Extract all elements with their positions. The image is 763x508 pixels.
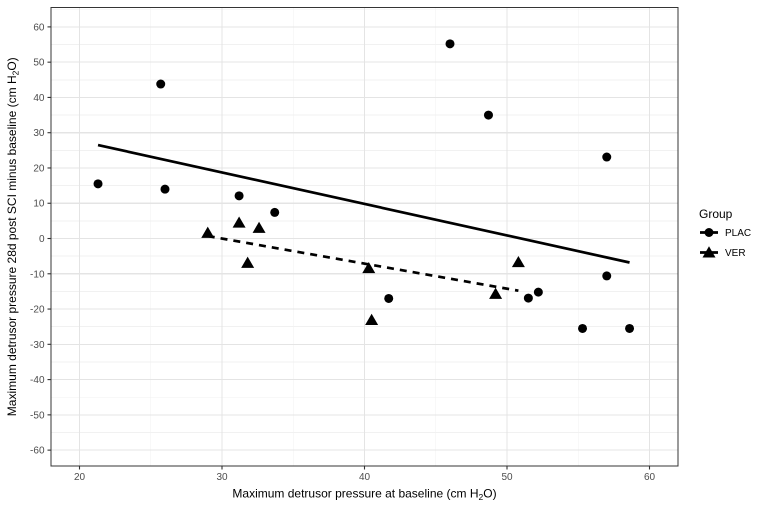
- data-point-plac: [234, 191, 244, 201]
- data-point-ver: [252, 221, 266, 233]
- x-tick-label: 50: [501, 472, 513, 483]
- y-tick-label: 40: [33, 93, 45, 104]
- data-point-plac: [533, 287, 543, 297]
- data-point-ver: [201, 226, 215, 238]
- legend-key-triangle-icon: [702, 246, 716, 258]
- data-point-plac: [160, 184, 170, 194]
- y-tick-label: 10: [33, 199, 45, 210]
- data-point-plac: [156, 79, 166, 89]
- x-tick-label: 20: [74, 472, 86, 483]
- legend: Group PLAC VER: [699, 207, 751, 259]
- data-point-plac: [523, 293, 533, 303]
- y-tick-label: 50: [33, 58, 45, 69]
- data-point-plac: [93, 179, 103, 189]
- data-point-ver: [241, 256, 255, 268]
- y-tick-label: 0: [39, 234, 45, 245]
- y-tick-label: 30: [33, 128, 45, 139]
- data-point-ver: [489, 287, 503, 299]
- data-point-ver: [365, 313, 379, 325]
- series-ver: [201, 216, 525, 325]
- y-tick-label: -60: [30, 446, 45, 457]
- data-point-plac: [270, 207, 280, 217]
- x-tick-label: 60: [644, 472, 656, 483]
- data-point-plac: [602, 152, 612, 162]
- y-tick-label: 20: [33, 163, 45, 174]
- y-tick-label: 60: [33, 22, 45, 33]
- data-point-plac: [384, 293, 394, 303]
- data-point-plac: [445, 39, 455, 49]
- legend-title: Group: [699, 207, 733, 221]
- y-tick-label: -30: [30, 340, 45, 351]
- x-tick-label: 30: [216, 472, 228, 483]
- legend-entry-ver: VER: [700, 246, 746, 259]
- x-axis-title: Maximum detrusor pressure at baseline (c…: [232, 487, 496, 503]
- data-point-plac: [483, 110, 493, 120]
- data-point-ver: [232, 216, 246, 228]
- y-tick-label: -20: [30, 305, 45, 316]
- x-tick-label: 40: [359, 472, 371, 483]
- legend-key-circle-icon: [704, 228, 714, 237]
- data-point-plac: [602, 271, 612, 281]
- trend-line-ver: [207, 234, 519, 293]
- data-point-ver: [511, 255, 525, 268]
- axes: 20 30 40 50 60 60 50 40 30 20 10 0 -10 -20 -30 -40 -50 -6…: [5, 22, 655, 502]
- y-tick-label: -10: [30, 269, 45, 280]
- series-plac: [93, 39, 635, 333]
- y-tick-label: -40: [30, 375, 45, 386]
- gridlines: [51, 7, 678, 466]
- y-tick-label: -50: [30, 410, 45, 421]
- trend-line-plac: [97, 143, 630, 264]
- data-point-plac: [625, 323, 635, 333]
- y-axis-title: Maximum detrusor pressure 28d post SCI m…: [5, 57, 21, 416]
- data-point-plac: [578, 323, 588, 333]
- legend-label: PLAC: [725, 228, 751, 239]
- data-point-ver: [362, 261, 376, 274]
- legend-label: VER: [725, 248, 746, 259]
- legend-entry-plac: PLAC: [700, 228, 751, 239]
